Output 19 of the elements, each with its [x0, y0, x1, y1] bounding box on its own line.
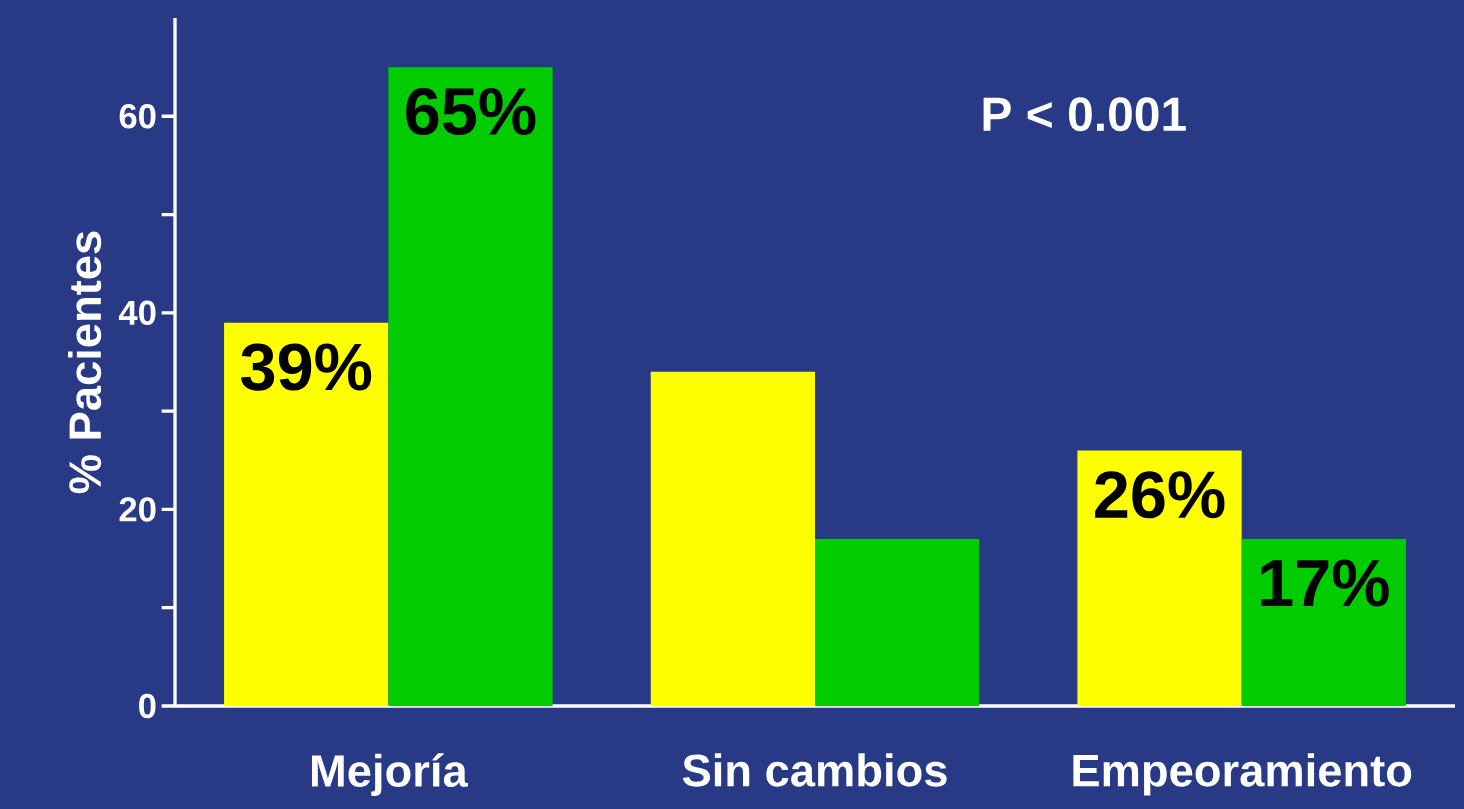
bar — [1241, 538, 1406, 706]
y-tick-label: 40 — [118, 300, 156, 326]
x-tick-label: Empeoramiento — [1073, 753, 1412, 796]
y-tick-label: 20 — [119, 497, 156, 522]
data-label: 26% — [1095, 471, 1225, 519]
y-tick-label: 0 — [139, 693, 156, 719]
bar — [1077, 450, 1242, 706]
y-axis-title: % Pacientes — [67, 231, 102, 494]
data-label: 39% — [241, 343, 372, 391]
x-tick-label: Mejoría — [312, 753, 468, 797]
bar — [224, 322, 389, 706]
bar — [388, 67, 553, 706]
y-tick-label: 60 — [119, 104, 156, 129]
data-label: 65% — [406, 87, 536, 136]
bar — [650, 371, 816, 706]
annotation: P < 0.001 — [983, 97, 1186, 132]
bar — [815, 538, 980, 706]
data-label: 17% — [1261, 559, 1389, 607]
x-tick-label: Sin cambios — [682, 753, 947, 787]
